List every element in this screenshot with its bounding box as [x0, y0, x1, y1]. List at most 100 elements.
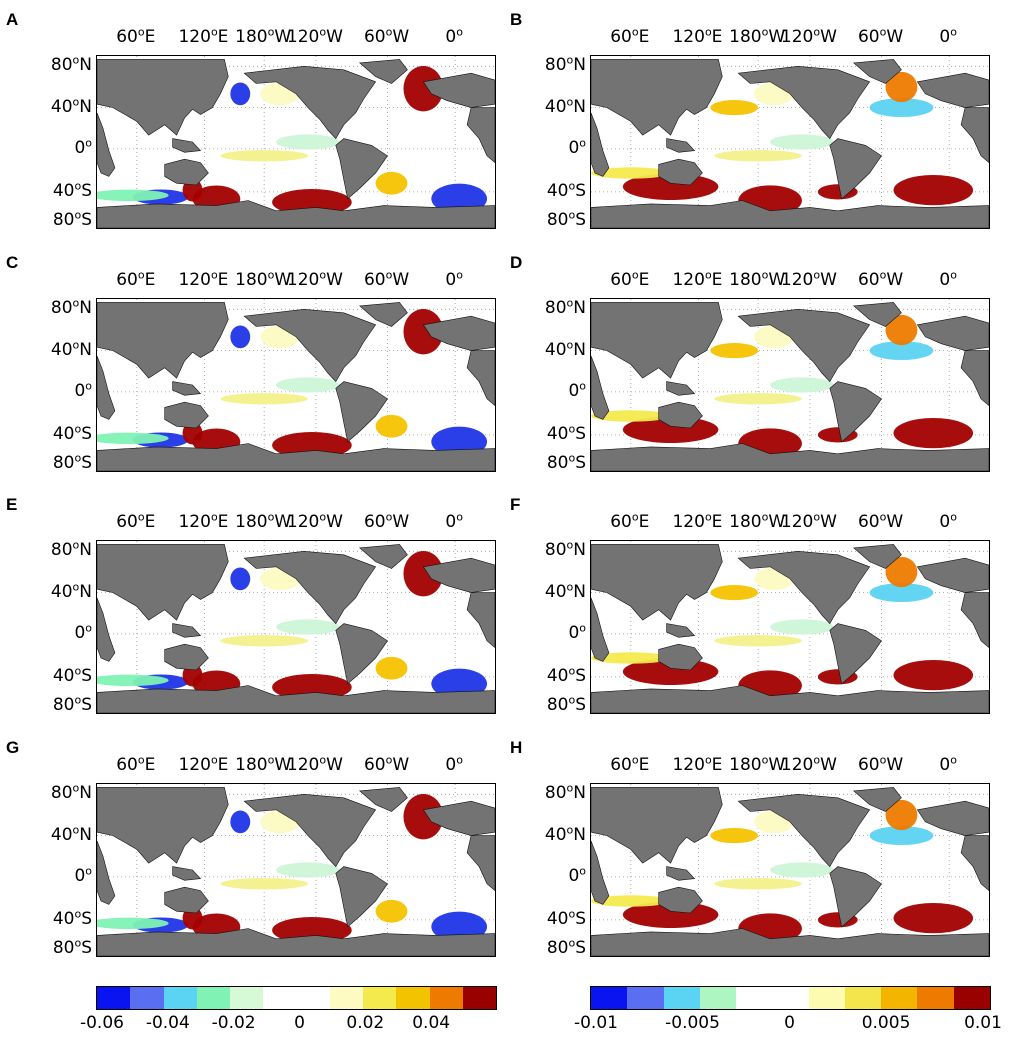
- land-north-america: [737, 65, 871, 140]
- land-south-america: [335, 866, 388, 928]
- latitude-label: 40oN: [544, 822, 586, 845]
- colorbar-swatch: [808, 987, 845, 1009]
- land-greenland: [358, 544, 408, 569]
- anomaly-patch: [403, 550, 444, 597]
- latitude-label: 40oN: [544, 579, 586, 602]
- colorbar-left-bar: [96, 986, 497, 1010]
- colorbar-right-bar: [590, 986, 991, 1010]
- anomaly-patch: [869, 583, 934, 603]
- latitude-label: 80oS: [52, 451, 92, 474]
- anomaly-patch: [97, 674, 169, 686]
- land-maritime-se-asia: [172, 866, 202, 881]
- colorbar-swatch: [627, 987, 664, 1009]
- colorbar-swatch: [699, 987, 737, 1009]
- longitude-label: 180oW: [235, 753, 292, 775]
- latitude-label: 40oN: [50, 579, 92, 602]
- anomaly-patch: [220, 878, 308, 890]
- map-canvas: [97, 541, 495, 713]
- colorbar-tick-label: -0.06: [79, 1013, 124, 1033]
- latitude-label: 80oN: [50, 781, 92, 804]
- anomaly-patch: [403, 793, 444, 840]
- longitude-label: 120oE: [178, 510, 229, 532]
- land-australia: [164, 401, 209, 429]
- anomaly-patch: [220, 393, 308, 405]
- longitude-label: 60oE: [116, 510, 156, 532]
- longitude-labels: 60oE 120oE 180oW 120oW 60oW 0o: [590, 25, 988, 49]
- panel-label: G: [6, 738, 20, 757]
- land-maritime-se-asia: [666, 381, 696, 396]
- anomaly-patch: [276, 619, 340, 635]
- latitude-labels: 80oN 40oN 0o 40oS 80oS: [6, 298, 92, 474]
- latitude-label: 80oS: [546, 451, 586, 474]
- latitude-labels: 80oN 40oN 0o 40oS 80oS: [500, 55, 586, 231]
- latitude-label: 40oN: [544, 337, 586, 360]
- longitude-label: 120oE: [672, 268, 723, 290]
- land-australia: [164, 643, 209, 671]
- longitude-label: 180oW: [235, 268, 292, 290]
- colorbar-swatch: [736, 987, 773, 1009]
- land-eurasia: [591, 787, 723, 864]
- latitude-label: 80oS: [546, 208, 586, 231]
- longitude-labels: 60oE 120oE 180oW 120oW 60oW 0o: [96, 753, 494, 777]
- land-maritime-se-asia: [172, 381, 202, 396]
- latitude-label: 0o: [568, 379, 586, 401]
- latitude-label: 40oS: [52, 179, 92, 201]
- anomaly-patch: [885, 314, 918, 346]
- colorbar-swatch: [230, 987, 264, 1009]
- colorbar-swatch: [97, 987, 131, 1009]
- anomaly-patch: [272, 431, 352, 459]
- land-australia: [658, 886, 703, 914]
- panel-label: B: [510, 10, 523, 29]
- latitude-labels: 80oN 40oN 0o 40oS 80oS: [500, 298, 586, 474]
- anomaly-patch: [220, 150, 308, 162]
- longitude-label: 120oW: [286, 25, 343, 47]
- longitude-label: 120oW: [780, 753, 837, 775]
- anomaly-patch: [375, 899, 408, 923]
- longitude-label: 0o: [939, 268, 957, 290]
- latitude-labels: 80oN 40oN 0o 40oS 80oS: [6, 540, 92, 716]
- colorbar-tick-label: -0.04: [145, 1013, 190, 1033]
- longitude-labels: 60oE 120oE 180oW 120oW 60oW 0o: [96, 510, 494, 534]
- land-maritime-se-asia: [666, 866, 696, 881]
- land-eurasia: [591, 59, 723, 136]
- land-europe: [916, 315, 989, 351]
- land-antarctica: [591, 685, 989, 713]
- land-europe: [916, 800, 989, 836]
- colorbar-swatch: [163, 987, 197, 1009]
- longitude-label: 60oW: [857, 25, 904, 47]
- colorbar-swatch: [953, 987, 990, 1009]
- land-eurasia: [97, 302, 229, 379]
- colorbar-swatch: [363, 987, 397, 1009]
- anomaly-patch: [591, 167, 671, 179]
- latitude-label: 0o: [74, 379, 92, 401]
- longitude-label: 60oE: [610, 753, 650, 775]
- longitude-label: 60oE: [116, 753, 156, 775]
- latitude-label: 80oS: [52, 693, 92, 716]
- land-greenland: [358, 302, 408, 327]
- land-maritime-se-asia: [172, 623, 202, 638]
- anomaly-patch: [714, 878, 802, 890]
- colorbar-tick-label: -0.005: [665, 1013, 720, 1033]
- colorbar-swatch: [881, 987, 918, 1009]
- latitude-label: 0o: [74, 621, 92, 643]
- world-map: [96, 540, 496, 714]
- land-maritime-se-asia: [666, 623, 696, 638]
- land-australia: [658, 158, 703, 186]
- anomaly-patch: [770, 619, 834, 635]
- longitude-label: 0o: [939, 510, 957, 532]
- longitude-labels: 60oE 120oE 180oW 120oW 60oW 0o: [96, 25, 494, 49]
- longitude-label: 0o: [939, 25, 957, 47]
- latitude-label: 40oS: [52, 907, 92, 929]
- land-africa: [591, 112, 610, 177]
- map-canvas: [97, 56, 495, 228]
- anomaly-patch: [230, 810, 251, 834]
- colorbar-swatch: [844, 987, 882, 1009]
- land-antarctica: [97, 200, 495, 228]
- land-eurasia: [97, 544, 229, 621]
- longitude-labels: 60oE 120oE 180oW 120oW 60oW 0o: [96, 268, 494, 292]
- colorbar-tick-label: -0.01: [573, 1013, 618, 1033]
- map-canvas: [97, 299, 495, 471]
- land-eurasia: [591, 544, 723, 621]
- longitude-labels: 60oE 120oE 180oW 120oW 60oW 0o: [590, 510, 988, 534]
- anomaly-patch: [869, 826, 934, 846]
